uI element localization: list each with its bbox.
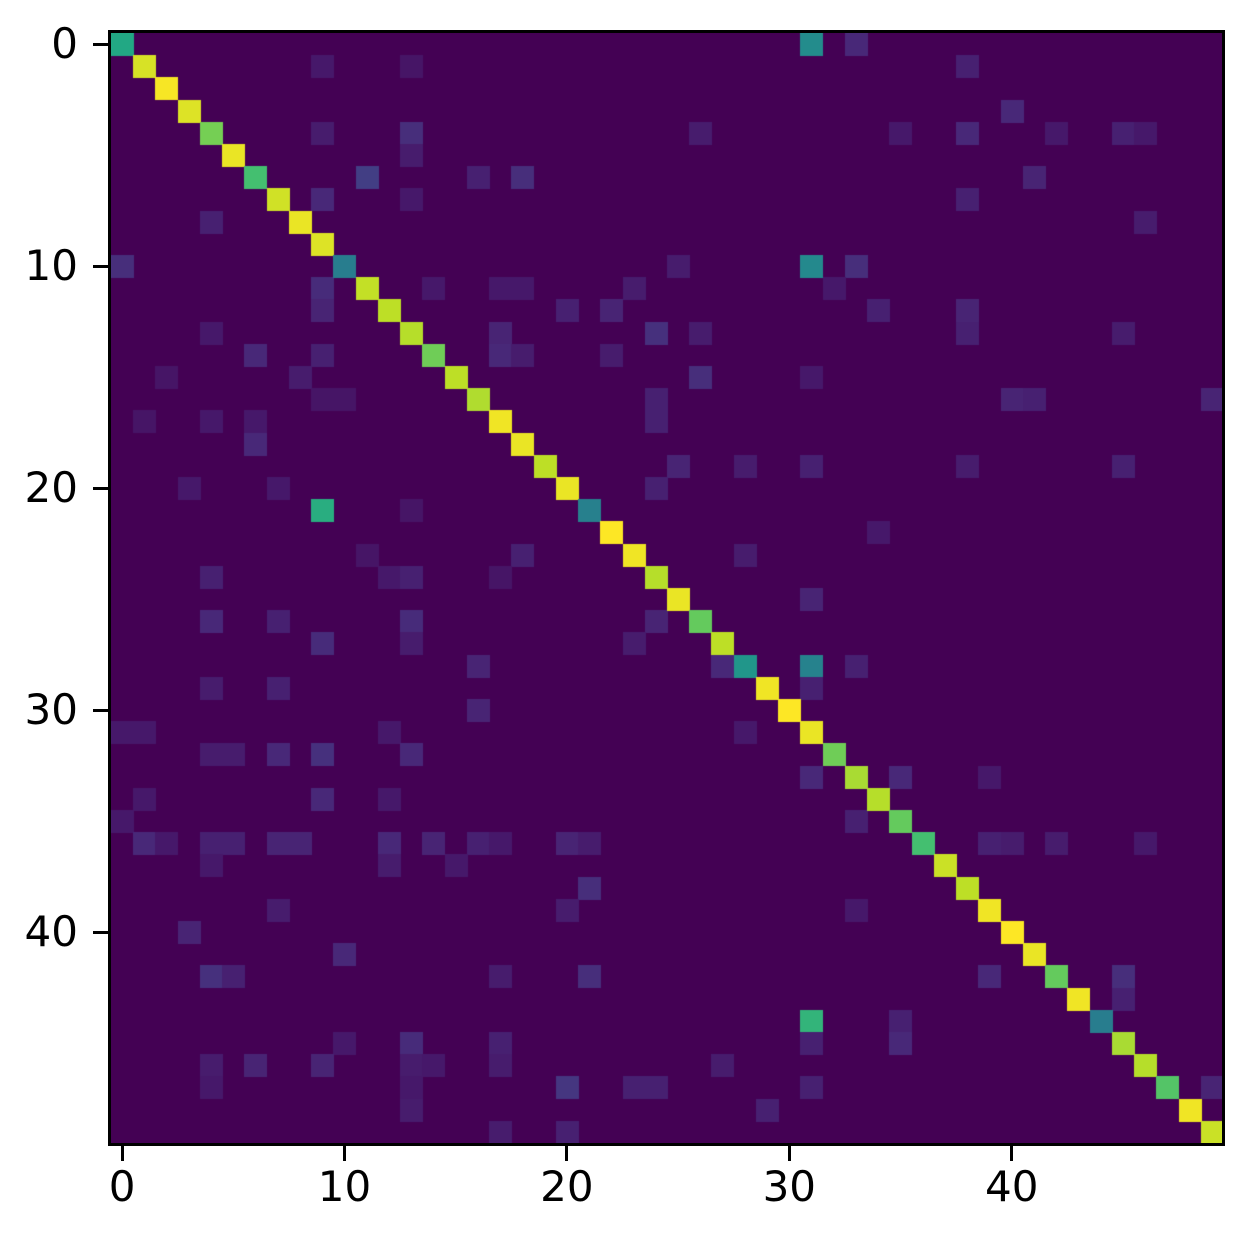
y-tick-label: 40 [24,907,78,957]
x-tick-label: 10 [317,1162,372,1211]
y-tick-label: 30 [24,685,78,735]
x-tick-mark [120,1146,124,1161]
x-tick-mark [565,1146,569,1161]
y-tick-mark [93,264,108,268]
x-tick-mark [343,1146,347,1161]
y-tick-label: 10 [24,241,78,291]
y-tick-mark [93,930,108,934]
y-tick-label: 0 [51,19,78,69]
y-tick-mark [93,708,108,712]
y-tick-label: 20 [24,463,78,513]
heatmap-canvas [111,33,1223,1143]
x-tick-label: 30 [762,1162,817,1211]
x-tick-label: 0 [108,1162,136,1211]
y-tick-mark [93,42,108,46]
x-tick-mark [787,1146,791,1161]
y-tick-mark [93,486,108,490]
x-tick-mark [1010,1146,1014,1161]
x-tick-label: 20 [540,1162,594,1211]
x-tick-label: 40 [984,1162,1039,1211]
